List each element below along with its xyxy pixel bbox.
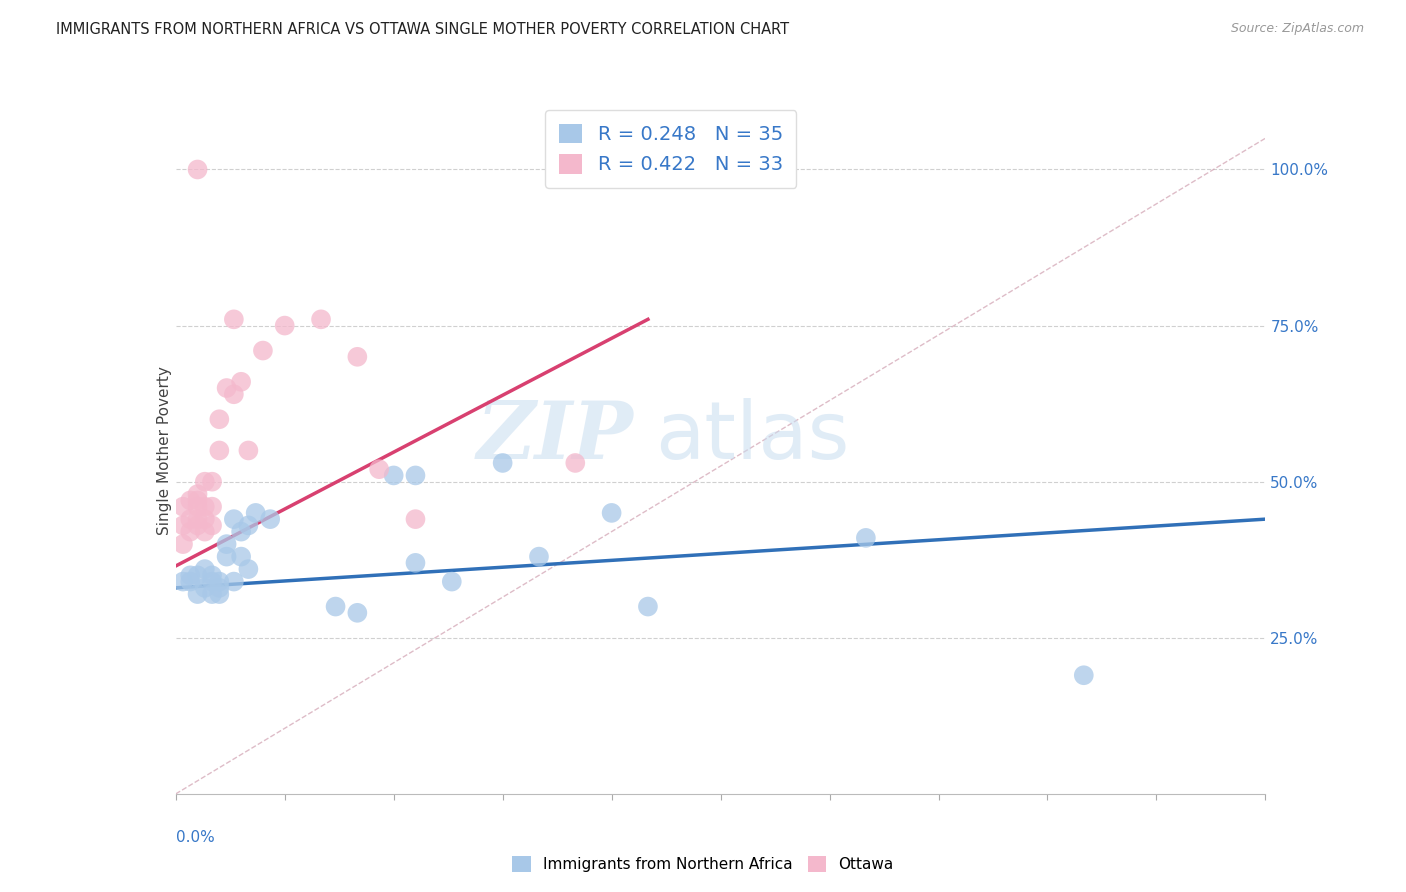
Point [179, 493, 201, 508]
Point [208, 581, 231, 595]
Point [186, 487, 209, 501]
Point [440, 574, 463, 589]
Point [201, 518, 224, 533]
Point [201, 574, 224, 589]
Text: 0.0%: 0.0% [176, 830, 215, 845]
Point [564, 456, 586, 470]
Point [637, 599, 659, 614]
Point [201, 500, 224, 514]
Point [172, 518, 194, 533]
Point [208, 443, 231, 458]
Text: IMMIGRANTS FROM NORTHERN AFRICA VS OTTAWA SINGLE MOTHER POVERTY CORRELATION CHAR: IMMIGRANTS FROM NORTHERN AFRICA VS OTTAW… [56, 22, 789, 37]
Point [186, 493, 209, 508]
Y-axis label: Single Mother Poverty: Single Mother Poverty [157, 366, 172, 535]
Point [231, 375, 253, 389]
Point [194, 581, 217, 595]
Point [201, 568, 224, 582]
Legend: Immigrants from Northern Africa, Ottawa: Immigrants from Northern Africa, Ottawa [505, 848, 901, 880]
Point [186, 500, 209, 514]
Point [172, 500, 194, 514]
Point [492, 456, 515, 470]
Point [208, 412, 231, 426]
Point [405, 512, 427, 526]
Point [194, 524, 217, 539]
Point [179, 524, 201, 539]
Point [238, 443, 260, 458]
Point [368, 462, 391, 476]
Point [215, 537, 238, 551]
Point [215, 381, 238, 395]
Point [222, 574, 245, 589]
Point [172, 574, 194, 589]
Point [405, 556, 427, 570]
Point [186, 518, 209, 533]
Legend: R = 0.248   N = 35, R = 0.422   N = 33: R = 0.248 N = 35, R = 0.422 N = 33 [546, 110, 796, 188]
Point [186, 568, 209, 582]
Point [346, 350, 368, 364]
Point [238, 518, 260, 533]
Point [194, 512, 217, 526]
Point [201, 475, 224, 489]
Point [194, 562, 217, 576]
Point [222, 387, 245, 401]
Point [172, 537, 194, 551]
Point [215, 549, 238, 564]
Point [186, 162, 209, 177]
Point [325, 599, 347, 614]
Point [222, 512, 245, 526]
Point [186, 587, 209, 601]
Point [201, 587, 224, 601]
Point [186, 512, 209, 526]
Point [222, 312, 245, 326]
Point [194, 500, 217, 514]
Point [208, 574, 231, 589]
Text: Source: ZipAtlas.com: Source: ZipAtlas.com [1230, 22, 1364, 36]
Point [1073, 668, 1095, 682]
Point [855, 531, 877, 545]
Point [231, 549, 253, 564]
Point [245, 506, 267, 520]
Point [179, 574, 201, 589]
Point [238, 562, 260, 576]
Point [208, 587, 231, 601]
Point [600, 506, 623, 520]
Point [231, 524, 253, 539]
Point [527, 549, 550, 564]
Point [309, 312, 332, 326]
Point [382, 468, 405, 483]
Point [405, 468, 427, 483]
Point [274, 318, 297, 333]
Text: ZIP: ZIP [477, 398, 633, 475]
Point [179, 512, 201, 526]
Point [194, 475, 217, 489]
Text: atlas: atlas [655, 398, 849, 475]
Point [259, 512, 281, 526]
Point [179, 568, 201, 582]
Point [346, 606, 368, 620]
Point [252, 343, 274, 358]
